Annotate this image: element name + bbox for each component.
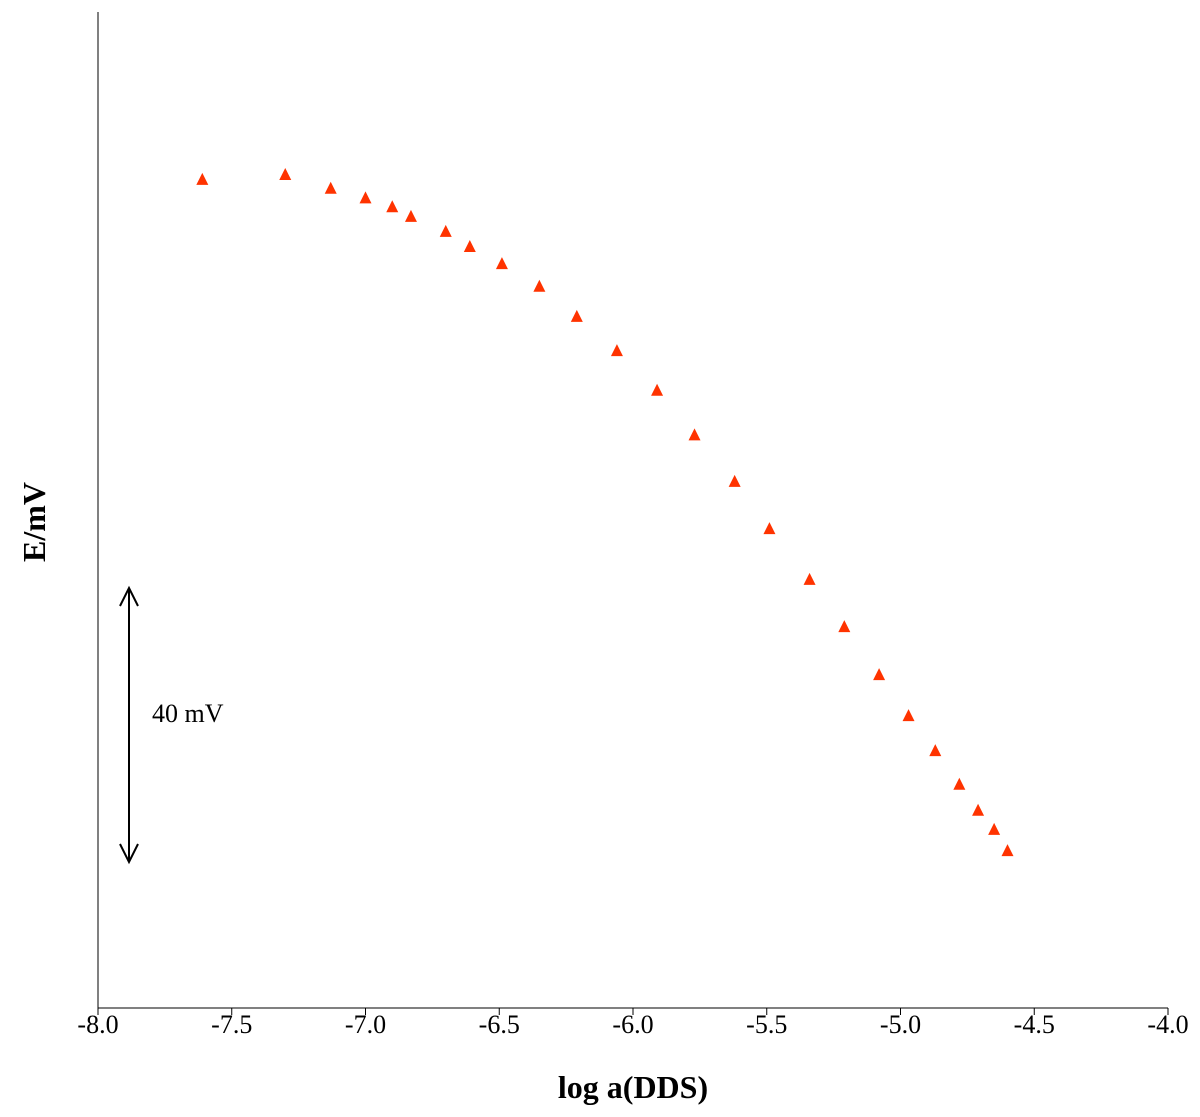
point (763, 522, 776, 535)
point (651, 383, 664, 396)
point (439, 224, 452, 237)
point (1001, 844, 1014, 857)
point (902, 709, 915, 722)
point (404, 209, 417, 222)
point (873, 668, 886, 681)
point (988, 822, 1001, 835)
point (495, 257, 508, 270)
x-tick-label: -7.5 (211, 1010, 252, 1039)
x-tick-label: -4.0 (1147, 1010, 1188, 1039)
point (688, 428, 701, 441)
x-tick-label: -8.0 (77, 1010, 118, 1039)
point (728, 474, 741, 487)
x-tick-label: -5.5 (746, 1010, 787, 1039)
point (279, 168, 292, 181)
point (386, 200, 399, 213)
point (533, 279, 546, 292)
x-tick-label: -5.0 (880, 1010, 921, 1039)
point (838, 620, 851, 633)
x-tick-label: -6.0 (612, 1010, 653, 1039)
point (570, 309, 583, 322)
x-axis-label: log a(DDS) (558, 1069, 708, 1105)
x-tick-label: -4.5 (1014, 1010, 1055, 1039)
x-tick-label: -6.5 (479, 1010, 520, 1039)
scale-bar-arrowhead (119, 585, 139, 865)
point (929, 744, 942, 757)
x-tick-label: -7.0 (345, 1010, 386, 1039)
point (359, 191, 372, 204)
y-axis-label: E/mV (16, 482, 52, 562)
point (803, 572, 816, 585)
point (610, 344, 623, 357)
scale-bar-label: 40 mV (152, 699, 224, 728)
point (463, 239, 476, 252)
point (953, 777, 966, 790)
point (196, 172, 209, 185)
point (324, 181, 337, 194)
point (972, 803, 985, 816)
